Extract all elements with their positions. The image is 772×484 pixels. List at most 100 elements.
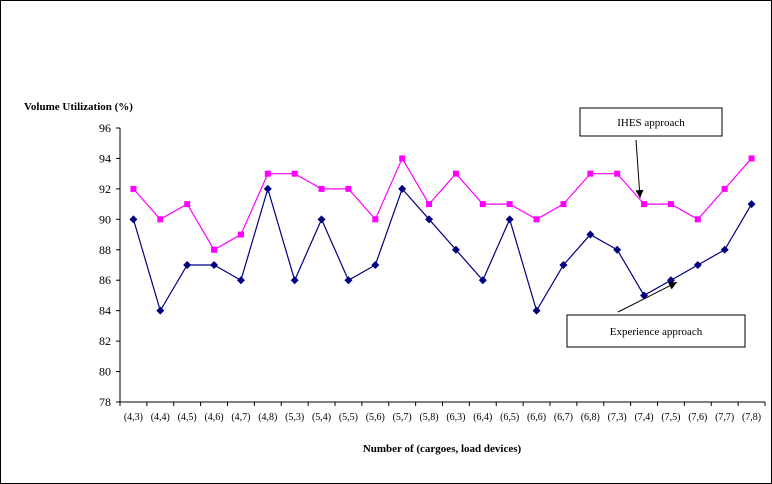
series-1-point [236, 276, 245, 285]
series-1-point [129, 215, 138, 224]
series-1-point [183, 261, 192, 269]
series-0-point [264, 170, 271, 177]
y-tick-label: 92 [99, 182, 111, 196]
x-tick-label: (7,6) [688, 412, 707, 423]
y-axis-label: Volume Utilization (%) [24, 101, 133, 113]
series-0-point [479, 201, 486, 208]
y-tick-labels: 78 80 82 84 86 88 90 92 94 96 [99, 121, 111, 409]
series-0-point [641, 201, 648, 208]
series-0-point [587, 170, 594, 177]
y-tick-label: 96 [99, 121, 111, 135]
x-tick-label: (4,4) [151, 412, 170, 423]
series-0-point [184, 201, 191, 208]
series-0-point [399, 155, 406, 162]
x-tick-label: (6,3) [446, 412, 465, 423]
series-0-point [426, 201, 433, 208]
series-1-point [559, 261, 568, 269]
series-0-point [560, 201, 567, 208]
x-tick-label: (4,6) [204, 412, 223, 423]
series-1-point [747, 200, 756, 209]
series-0-point [694, 216, 701, 223]
x-tick-label: (7,3) [608, 412, 627, 423]
series-lines [132, 157, 753, 313]
x-tick-label: (4,3) [124, 412, 143, 423]
x-tick-label: (7,5) [661, 412, 680, 423]
annotations: IHES approach Experience approach [566, 107, 746, 348]
series-0-point [130, 185, 137, 192]
x-tick-label: (7,8) [742, 412, 761, 423]
series-1-point [210, 261, 219, 269]
y-tick-label: 80 [99, 365, 111, 379]
series-1-point [371, 261, 380, 269]
series-0-point [721, 185, 728, 192]
series-0-point [452, 170, 459, 177]
series-markers [129, 155, 756, 315]
x-tick-label: (6,6) [527, 412, 546, 423]
series-0-point [372, 216, 379, 223]
series-1-point [613, 245, 622, 254]
x-tick-label: (4,7) [231, 412, 250, 423]
x-tick-label: (4,5) [178, 412, 197, 423]
x-tick-label: (5,8) [419, 412, 438, 423]
y-tick-label: 84 [99, 304, 111, 318]
y-tick-label: 88 [99, 243, 111, 257]
series-0-point [533, 216, 540, 223]
series-1-point [720, 245, 729, 254]
series-0-point [345, 185, 352, 192]
series-1-point [478, 276, 487, 285]
annotation-arrow-head [667, 282, 677, 290]
x-tick-label: (7,7) [715, 412, 734, 423]
series-0-point [291, 170, 298, 177]
y-tick-label: 90 [99, 212, 111, 226]
series-0-point [667, 201, 674, 208]
series-1-point [505, 215, 514, 224]
x-tick-label: (5,3) [285, 412, 304, 423]
series-1-point [640, 291, 649, 300]
x-tick-label: (6,8) [581, 412, 600, 423]
series-1-point [586, 230, 595, 239]
series-0-point [506, 201, 513, 208]
series-1-point [317, 215, 326, 224]
annotation-label: Experience approach [610, 326, 703, 338]
x-tick-label: (4,8) [258, 412, 277, 423]
series-0-point [318, 185, 325, 192]
y-tick-label: 82 [99, 334, 111, 348]
chart-axes [116, 127, 766, 406]
x-tick-label: (5,6) [366, 412, 385, 423]
y-tick-label: 86 [99, 273, 111, 287]
annotation-arrow-line [617, 281, 678, 313]
x-tick-label: (5,4) [312, 412, 331, 423]
y-tick-label: 94 [99, 151, 111, 165]
series-1-point [693, 261, 702, 269]
series-1-point [156, 306, 165, 315]
series-line-0 [132, 157, 753, 251]
series-0-point [237, 231, 244, 238]
x-tick-label: (6,5) [500, 412, 519, 423]
series-1-point [263, 184, 272, 193]
series-0-point [157, 216, 164, 223]
x-tick-label: (7,4) [634, 412, 653, 423]
series-0-point [211, 246, 218, 253]
annotation-box [566, 314, 746, 348]
annotation-arrow-head [635, 189, 644, 199]
annotation-arrow-line [635, 139, 641, 199]
x-tick-label: (5,5) [339, 412, 358, 423]
x-tick-label: (5,7) [393, 412, 412, 423]
x-axis-label: Number of (cargoes, load devices) [363, 443, 522, 455]
annotation-box [579, 107, 723, 137]
series-0-point [614, 170, 621, 177]
annotation-label: IHES approach [617, 117, 685, 129]
series-1-point [451, 245, 460, 254]
x-tick-label: (6,4) [473, 412, 492, 423]
series-1-point [666, 276, 675, 285]
x-tick-labels: (4,3) (4,4) (4,5) (4,6) (4,7) (4,8) (5,3) (5,4)… [124, 412, 761, 423]
y-tick-label: 78 [99, 395, 111, 409]
series-1-point [425, 215, 434, 224]
series-1-point [532, 306, 541, 315]
series-line-1 [132, 186, 753, 313]
series-1-point [344, 276, 353, 285]
series-1-point [398, 184, 407, 193]
x-tick-label: (6,7) [554, 412, 573, 423]
